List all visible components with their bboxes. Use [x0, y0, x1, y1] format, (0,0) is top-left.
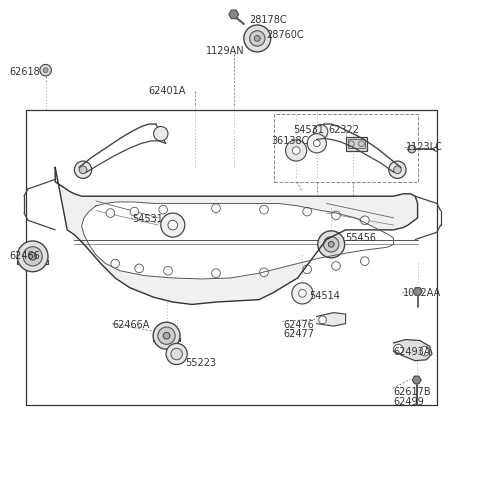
Circle shape — [328, 242, 334, 248]
Text: 28178C: 28178C — [250, 15, 287, 25]
Polygon shape — [55, 168, 418, 305]
Circle shape — [254, 36, 260, 42]
Circle shape — [292, 147, 300, 155]
Circle shape — [43, 69, 48, 73]
Polygon shape — [413, 288, 422, 296]
Circle shape — [313, 125, 328, 140]
Circle shape — [318, 231, 345, 258]
Circle shape — [168, 221, 178, 230]
Circle shape — [106, 209, 115, 218]
Circle shape — [389, 162, 406, 179]
Circle shape — [319, 316, 326, 324]
Circle shape — [159, 206, 168, 215]
Circle shape — [286, 141, 307, 162]
Polygon shape — [82, 203, 394, 279]
Bar — [348, 140, 365, 149]
Text: 55456: 55456 — [346, 233, 377, 242]
Circle shape — [74, 162, 92, 179]
Circle shape — [161, 214, 185, 238]
Circle shape — [260, 206, 268, 215]
Circle shape — [394, 345, 403, 354]
Circle shape — [212, 269, 220, 278]
Circle shape — [260, 268, 268, 277]
Circle shape — [420, 347, 430, 356]
Circle shape — [158, 327, 175, 345]
Circle shape — [360, 216, 369, 225]
Circle shape — [79, 167, 87, 174]
Circle shape — [292, 283, 313, 304]
Circle shape — [130, 208, 139, 216]
Circle shape — [307, 134, 326, 154]
Circle shape — [303, 265, 312, 274]
Bar — [26, 110, 437, 406]
Text: 62401A: 62401A — [149, 86, 186, 96]
Circle shape — [163, 333, 170, 339]
Circle shape — [324, 237, 339, 252]
Text: 62322: 62322 — [329, 125, 360, 134]
Text: 1129AN: 1129AN — [206, 46, 245, 55]
Text: 62499: 62499 — [394, 396, 424, 406]
Circle shape — [153, 323, 180, 349]
Circle shape — [332, 262, 340, 271]
Text: 62617B: 62617B — [394, 386, 431, 396]
Text: 62493A: 62493A — [394, 347, 431, 356]
Bar — [274, 115, 418, 182]
Circle shape — [29, 253, 36, 261]
Text: 1022AA: 1022AA — [403, 288, 442, 298]
Text: 54531: 54531 — [293, 125, 324, 134]
Polygon shape — [394, 340, 432, 361]
Circle shape — [164, 267, 172, 276]
Circle shape — [166, 344, 187, 365]
Circle shape — [332, 212, 340, 220]
Circle shape — [360, 257, 369, 266]
Circle shape — [394, 167, 401, 174]
Circle shape — [40, 65, 51, 77]
Bar — [17, 260, 48, 264]
Text: 62476: 62476 — [283, 319, 314, 329]
Polygon shape — [412, 376, 421, 384]
Circle shape — [212, 204, 220, 213]
Text: 1123LC: 1123LC — [406, 142, 443, 151]
Circle shape — [299, 290, 306, 298]
Bar — [346, 138, 367, 151]
Text: 62466A: 62466A — [113, 319, 150, 329]
Text: 62618: 62618 — [10, 67, 40, 77]
Text: 62477: 62477 — [283, 329, 314, 338]
Circle shape — [250, 32, 265, 47]
Circle shape — [408, 146, 416, 154]
Circle shape — [359, 142, 364, 147]
Circle shape — [244, 26, 271, 53]
Circle shape — [17, 241, 48, 272]
Circle shape — [154, 127, 168, 142]
Text: 36138C: 36138C — [271, 136, 309, 145]
Circle shape — [171, 348, 182, 360]
Text: 54514: 54514 — [310, 290, 340, 300]
Circle shape — [313, 141, 320, 147]
Polygon shape — [229, 11, 239, 20]
Circle shape — [303, 208, 312, 216]
Text: 54531: 54531 — [132, 214, 163, 223]
Bar — [153, 338, 180, 342]
Polygon shape — [317, 313, 346, 326]
Text: 55223: 55223 — [185, 358, 216, 367]
Circle shape — [111, 260, 120, 268]
Circle shape — [348, 142, 354, 147]
Circle shape — [23, 247, 42, 266]
Circle shape — [135, 264, 144, 273]
Text: 28760C: 28760C — [266, 30, 304, 39]
Text: 62466: 62466 — [10, 251, 40, 260]
